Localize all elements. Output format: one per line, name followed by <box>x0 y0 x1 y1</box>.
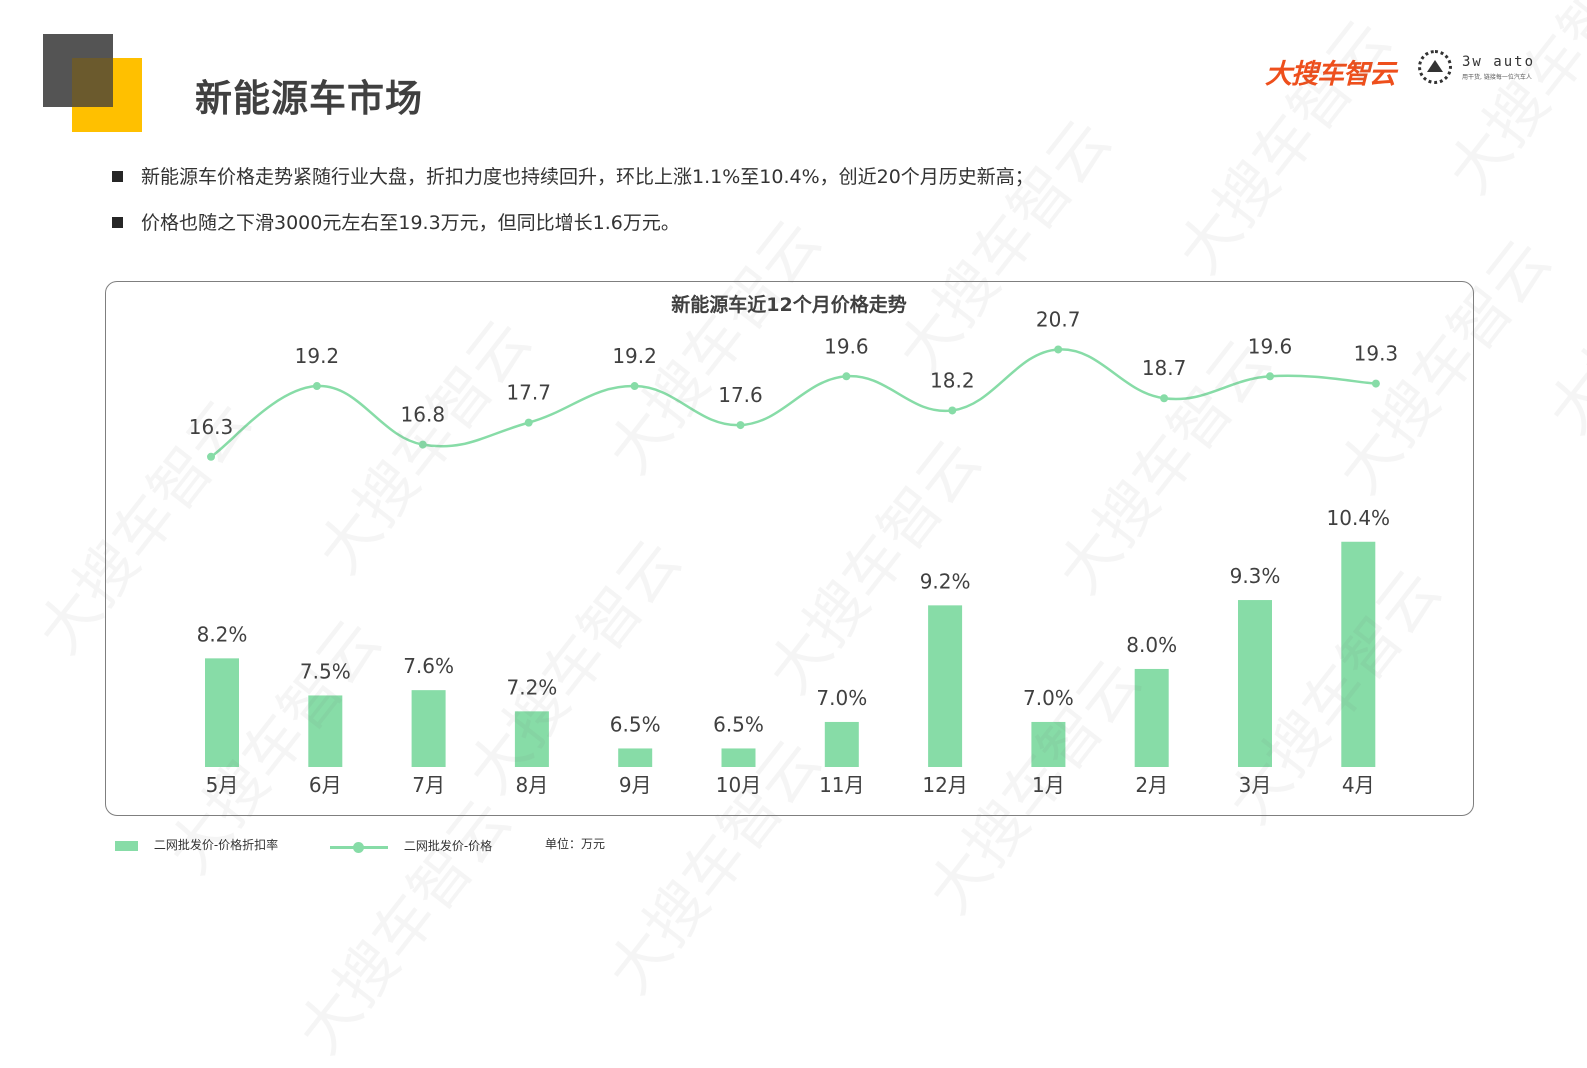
bar <box>205 658 239 767</box>
line-data-label: 17.6 <box>718 383 763 407</box>
bar <box>928 605 963 767</box>
line-data-label: 19.6 <box>1248 334 1293 358</box>
line-point <box>207 452 215 461</box>
legend-bar-swatch <box>115 840 138 851</box>
line-data-label: 18.7 <box>1142 356 1187 380</box>
bar-data-label: 7.5% <box>300 659 351 683</box>
brand-logo: 大搜车智云 <box>1265 59 1396 90</box>
x-tick-label: 1月 <box>1032 773 1065 797</box>
x-tick-label: 2月 <box>1135 773 1168 797</box>
legend-label: 二网批发价-价格 <box>403 839 493 853</box>
line-data-label: 19.2 <box>295 344 340 368</box>
line-point <box>1160 394 1169 403</box>
bullet-text: 新能源车价格走势紧随行业大盘，折扣力度也持续回升，环比上涨1.1%至10.4%，… <box>141 166 1034 188</box>
bar-data-label: 7.6% <box>403 654 454 678</box>
x-tick-label: 5月 <box>206 773 239 797</box>
bar <box>1134 668 1169 767</box>
line-data-label: 17.7 <box>506 381 551 405</box>
x-tick-label: 8月 <box>516 773 549 797</box>
line-point <box>418 440 427 449</box>
bar <box>1031 721 1066 767</box>
bar <box>411 690 446 767</box>
unit-label: 单位：万元 <box>545 837 606 851</box>
line-point <box>1371 379 1380 388</box>
line-point <box>630 382 639 391</box>
x-tick-label: 12月 <box>922 773 967 797</box>
bar-data-label: 10.4% <box>1327 506 1391 530</box>
partner-emblem-icon <box>1418 50 1452 84</box>
x-tick-label: 11月 <box>819 773 864 797</box>
price-line <box>210 348 1376 458</box>
bar-data-label: 8.2% <box>197 622 248 646</box>
partner-logo-text: 3w auto <box>1462 54 1536 70</box>
line-point <box>1266 372 1274 381</box>
line-data-label: 19.3 <box>1354 342 1399 366</box>
x-tick-label: 3月 <box>1239 773 1272 797</box>
bar <box>824 721 859 767</box>
bar <box>1238 600 1272 767</box>
bar-data-label: 9.2% <box>920 569 971 593</box>
decor-overlap-square <box>72 58 113 107</box>
bar <box>514 711 549 767</box>
bar-data-label: 9.3% <box>1230 564 1281 588</box>
bar-data-label: 8.0% <box>1126 633 1177 657</box>
x-tick-label: 6月 <box>309 773 342 797</box>
bar <box>721 748 756 767</box>
bar-data-label: 7.2% <box>506 675 557 699</box>
x-tick-label: 4月 <box>1342 773 1375 797</box>
line-data-label: 19.2 <box>612 344 657 368</box>
bar <box>308 695 343 767</box>
chart-frame <box>105 281 1474 816</box>
line-data-label: 16.3 <box>189 415 234 439</box>
line-point <box>948 406 957 415</box>
legend-item-line: 二网批发价-价格 <box>330 837 492 854</box>
x-tick-label: 9月 <box>619 773 652 797</box>
legend-label: 二网批发价-价格折扣率 <box>153 838 279 852</box>
line-point <box>524 418 533 427</box>
line-point <box>736 421 745 430</box>
line-point <box>842 372 851 381</box>
bar-data-label: 7.0% <box>816 686 867 710</box>
page-title: 新能源车市场 <box>195 77 423 120</box>
bar <box>1341 541 1376 767</box>
bar-data-label: 6.5% <box>713 712 764 736</box>
partner-tagline: 用干货, 链接每一位汽车人 <box>1462 74 1532 81</box>
line-data-label: 19.6 <box>824 334 869 358</box>
legend-line-swatch <box>330 841 388 853</box>
line-data-label: 18.2 <box>930 368 975 392</box>
line-data-label: 16.8 <box>401 403 446 427</box>
x-tick-label: 10月 <box>716 773 761 797</box>
triangle-icon <box>1427 60 1443 72</box>
bullet-square-icon <box>112 217 123 228</box>
chart-title: 新能源车近12个月价格走势 <box>671 293 906 316</box>
bar <box>618 748 653 767</box>
legend-item-bar: 二网批发价-价格折扣率 <box>115 836 278 853</box>
bullet-square-icon <box>112 171 123 182</box>
line-point <box>1054 345 1063 354</box>
bar-data-label: 7.0% <box>1023 686 1074 710</box>
bar-data-label: 6.5% <box>610 712 661 736</box>
bullet-text: 价格也随之下滑3000元左右至19.3万元，但同比增长1.6万元。 <box>141 212 680 234</box>
price-trend-chart: 新能源车近12个月价格走势 8.2% 5月 7.5% 6月 7.6% 7月 7.2% 8月 6.5… <box>189 293 1399 797</box>
x-tick-label: 7月 <box>412 773 445 797</box>
partner-logo: 3w auto 用干货, 链接每一位汽车人 <box>1418 50 1558 94</box>
line-point <box>312 382 321 391</box>
line-data-label: 20.7 <box>1036 307 1081 331</box>
